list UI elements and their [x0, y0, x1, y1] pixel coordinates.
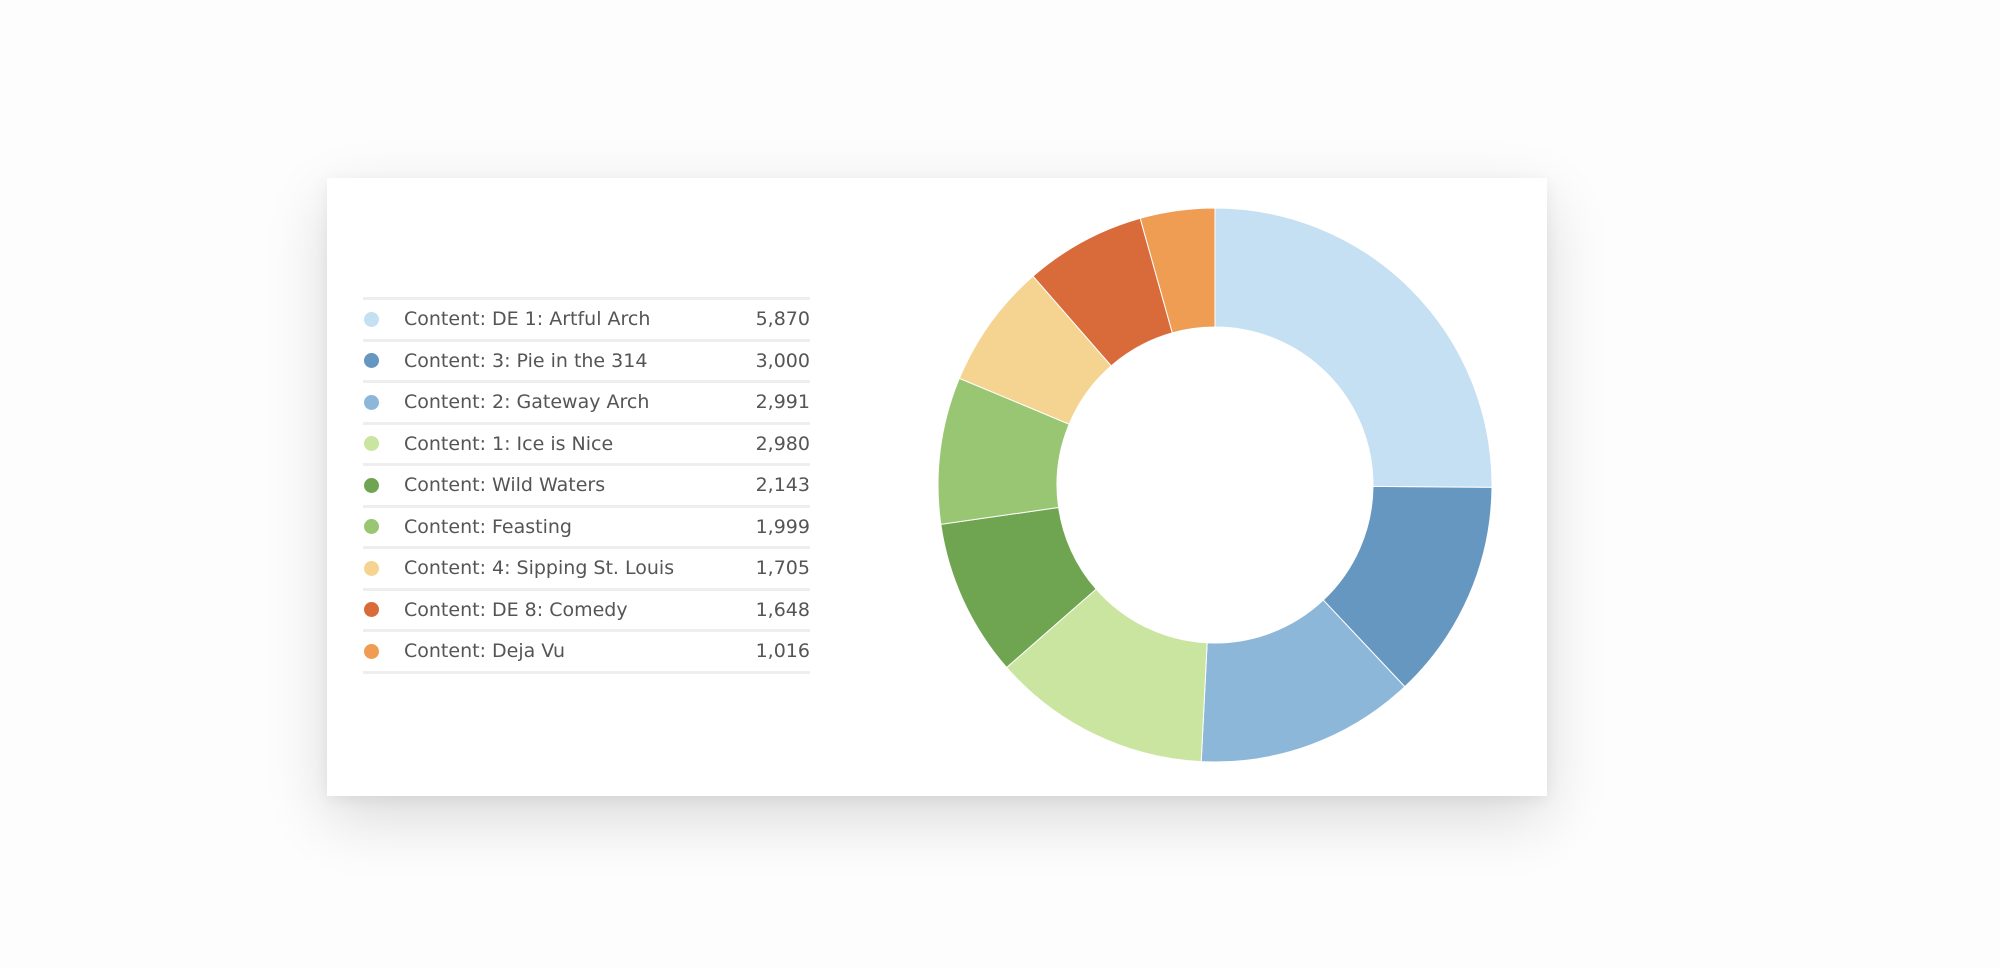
- legend-swatch: [364, 602, 379, 618]
- legend-value: 1,016: [755, 640, 810, 663]
- legend-item[interactable]: Content: 1: Ice is Nice 2,980: [363, 425, 810, 466]
- legend-value: 1,648: [755, 598, 810, 621]
- legend-value: 3,000: [755, 349, 810, 372]
- donut-slice[interactable]: [1139, 207, 1216, 334]
- legend-swatch: [364, 560, 379, 576]
- legend-value: 2,991: [755, 391, 810, 414]
- legend-swatch: [364, 311, 379, 327]
- legend-item[interactable]: Content: DE 1: Artful Arch 5,870: [363, 300, 810, 342]
- donut-slice[interactable]: [1214, 207, 1493, 488]
- legend-item[interactable]: Content: 2: Gateway Arch 2,991: [363, 383, 810, 425]
- legend-item[interactable]: Content: DE 8: Comedy 1,648: [363, 591, 810, 632]
- legend-label: Content: Wild Waters: [404, 474, 606, 497]
- legend-value: 1,705: [755, 557, 810, 580]
- legend-swatch: [364, 519, 379, 535]
- legend-swatch: [364, 394, 379, 410]
- chart-card: Content: DE 1: Artful Arch 5,870 Content: …: [327, 178, 1547, 796]
- legend-swatch: [364, 353, 379, 369]
- legend-value: 2,980: [755, 432, 810, 455]
- legend-label: Content: DE 8: Comedy: [404, 598, 628, 621]
- legend-label: Content: DE 1: Artful Arch: [404, 308, 651, 331]
- legend-item[interactable]: Content: 4: Sipping St. Louis 1,705: [363, 549, 810, 591]
- legend-item[interactable]: Content: 3: Pie in the 314 3,000: [363, 342, 810, 383]
- legend-value: 5,870: [755, 308, 810, 331]
- donut-chart: [937, 207, 1493, 763]
- legend-item[interactable]: Content: Wild Waters 2,143: [363, 466, 810, 508]
- legend: Content: DE 1: Artful Arch 5,870 Content: …: [363, 297, 810, 674]
- legend-label: Content: 3: Pie in the 314: [404, 349, 648, 372]
- legend-label: Content: 2: Gateway Arch: [404, 391, 650, 414]
- legend-item[interactable]: Content: Feasting 1,999: [363, 508, 810, 549]
- legend-swatch: [364, 477, 379, 493]
- legend-swatch: [364, 643, 379, 659]
- legend-item[interactable]: Content: Deja Vu 1,016: [363, 632, 810, 674]
- legend-swatch: [364, 436, 379, 452]
- legend-label: Content: Feasting: [404, 515, 572, 538]
- legend-label: Content: 4: Sipping St. Louis: [404, 557, 675, 580]
- legend-label: Content: Deja Vu: [404, 640, 566, 663]
- legend-value: 1,999: [755, 515, 810, 538]
- legend-label: Content: 1: Ice is Nice: [404, 432, 614, 455]
- legend-value: 2,143: [755, 474, 810, 497]
